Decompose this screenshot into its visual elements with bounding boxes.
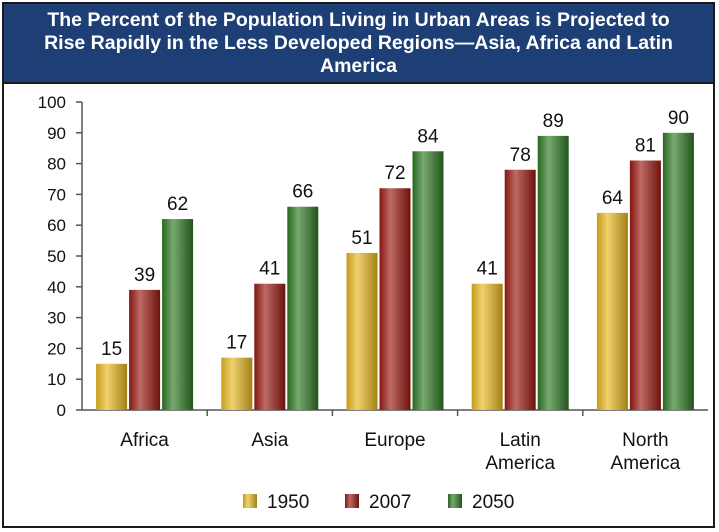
bar-1950 <box>96 363 128 410</box>
data-label: 66 <box>292 182 313 203</box>
bar-2050 <box>662 132 694 411</box>
y-tick-label: 60 <box>47 216 66 235</box>
data-label: 39 <box>134 265 155 286</box>
x-tick-label: Africa <box>120 430 169 451</box>
bar-2050 <box>162 219 194 410</box>
bar-2007 <box>629 160 661 410</box>
data-label: 64 <box>602 188 624 209</box>
bar-2050 <box>537 135 569 410</box>
data-label: 62 <box>167 194 188 215</box>
bar-2007 <box>129 289 161 410</box>
legend-label: 2050 <box>472 492 514 513</box>
y-tick-label: 10 <box>47 370 66 389</box>
bar-2050 <box>287 206 319 410</box>
bar-2007 <box>504 169 536 410</box>
data-label: 17 <box>226 333 247 354</box>
x-tick-label: North <box>622 430 668 451</box>
y-tick-label: 20 <box>47 339 66 358</box>
chart-title-banner: The Percent of the Population Living in … <box>4 4 713 84</box>
bar-1950 <box>596 212 628 410</box>
y-tick-label: 50 <box>47 247 66 266</box>
legend-swatch-2007 <box>345 494 359 508</box>
x-tick-label: America <box>485 453 555 474</box>
chart-title: The Percent of the Population Living in … <box>44 8 673 77</box>
legend-label: 2007 <box>369 492 411 513</box>
data-label: 78 <box>510 145 531 166</box>
bar-2007 <box>379 188 411 410</box>
data-label: 89 <box>543 111 564 132</box>
bar-2050 <box>412 151 444 410</box>
y-tick-label: 100 <box>38 93 66 112</box>
bar-2007 <box>254 283 286 410</box>
legend-label: 1950 <box>267 492 309 513</box>
data-label: 41 <box>259 259 280 280</box>
bar-1950 <box>346 252 378 410</box>
y-tick-label: 80 <box>47 155 66 174</box>
data-label: 81 <box>635 136 656 157</box>
y-tick-label: 70 <box>47 185 66 204</box>
y-tick-label: 40 <box>47 278 66 297</box>
x-tick-label: Europe <box>364 430 425 451</box>
data-label: 84 <box>417 126 439 147</box>
data-label: 15 <box>101 339 122 360</box>
x-tick-label: America <box>611 453 681 474</box>
x-tick-label: Asia <box>251 430 288 451</box>
bar-1950 <box>471 283 503 410</box>
x-tick-label: Latin <box>500 430 541 451</box>
bar-1950 <box>221 357 253 410</box>
legend-swatch-2050 <box>448 494 462 508</box>
y-tick-label: 30 <box>47 309 66 328</box>
y-tick-label: 0 <box>57 401 66 420</box>
data-label: 41 <box>477 259 498 280</box>
data-label: 90 <box>668 108 689 129</box>
data-label: 72 <box>384 163 405 184</box>
y-tick-label: 90 <box>47 124 66 143</box>
legend-swatch-1950 <box>243 494 257 508</box>
data-label: 51 <box>351 228 372 249</box>
